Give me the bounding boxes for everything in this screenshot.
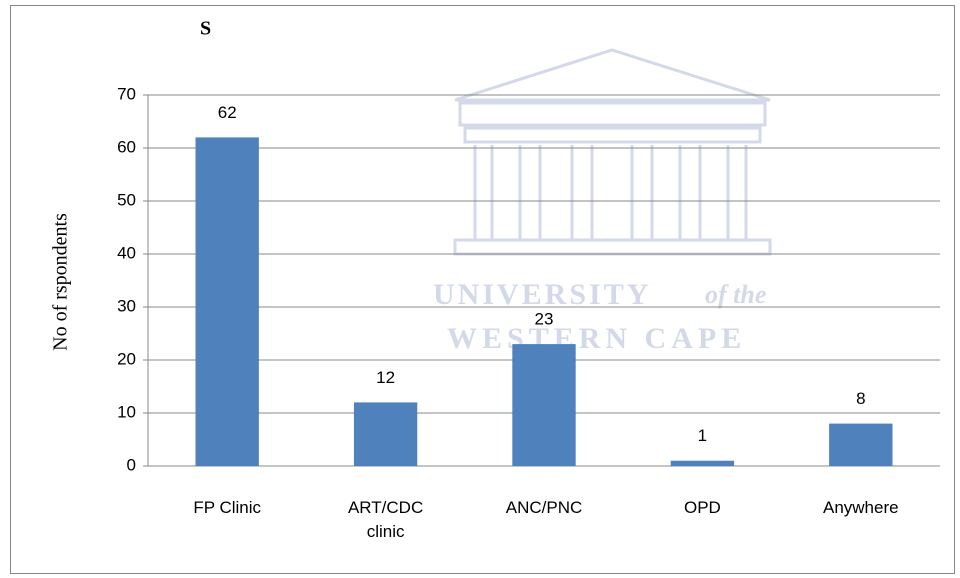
bar	[829, 423, 893, 466]
data-label: 62	[218, 103, 237, 122]
bar	[670, 460, 735, 466]
y-tick-label: 70	[117, 84, 136, 103]
data-label: 12	[376, 368, 395, 387]
y-axis-label: No of rspondents	[50, 213, 72, 351]
y-tick-label: 50	[117, 190, 136, 209]
y-tick-label: 30	[117, 296, 136, 315]
chart-title: S	[200, 18, 211, 40]
y-tick-label: 10	[117, 402, 136, 421]
y-tick-label: 20	[117, 349, 136, 368]
y-tick-label: 40	[117, 243, 136, 262]
bar	[512, 344, 576, 466]
bar	[195, 137, 259, 466]
x-tick-label: ART/CDC clinic	[347, 498, 424, 541]
data-label: 1	[698, 426, 707, 445]
x-tick-label: FP Clinic	[193, 498, 262, 517]
watermark-building	[453, 48, 772, 256]
watermark-text: of the	[705, 280, 766, 309]
y-tick-label: 0	[127, 455, 136, 474]
bar	[353, 402, 418, 466]
x-tick-label: ANC/PNC	[505, 498, 583, 517]
y-tick-label: 60	[117, 137, 136, 156]
watermark-text: WESTERN CAPE	[447, 322, 746, 355]
x-tick-label: OPD	[683, 498, 721, 517]
watermark-text: UNIVERSITY	[433, 278, 651, 311]
data-label: 23	[535, 310, 554, 329]
x-tick-label: Anywhere	[822, 498, 899, 517]
data-label: 8	[856, 389, 865, 408]
